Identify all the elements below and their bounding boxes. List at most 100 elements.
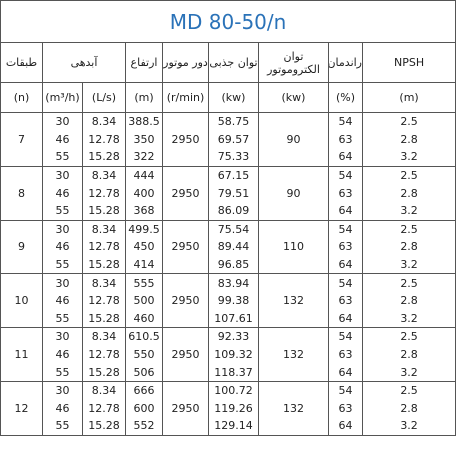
power: 69.57 <box>208 130 259 149</box>
npsh: 3.2 <box>361 363 456 382</box>
data-row: 55 15.28 414 96.85 64 3.2 <box>1 255 456 275</box>
power: 58.75 <box>208 111 259 131</box>
rpm-cell: 2950 <box>162 112 209 167</box>
npsh: 3.2 <box>361 255 456 275</box>
head: 322 <box>125 148 163 167</box>
rpm-cell: 2950 <box>162 165 209 221</box>
column-header: ارتفاع <box>125 42 163 83</box>
column-header: طبقات <box>0 42 43 83</box>
unit-label: (m) <box>125 82 163 113</box>
data-row: 8 30 8.34 444 2950 67.15 90 54 2.5 <box>0 165 456 221</box>
unit-label: (kw) <box>208 82 259 113</box>
data-row: 46 12.78 500 99.38 63 2.8 <box>1 291 456 310</box>
column-header: راندمان <box>328 42 363 83</box>
efficiency: 54 <box>328 380 363 400</box>
efficiency: 64 <box>328 255 363 275</box>
npsh: 2.5 <box>361 380 456 400</box>
power: 75.54 <box>208 219 259 239</box>
flow-m3h: 46 <box>42 345 83 364</box>
flow-m3h: 30 <box>42 327 83 346</box>
head: 400 <box>125 184 163 202</box>
power: 75.33 <box>208 148 259 167</box>
motor-cell: 90 <box>258 165 329 221</box>
power: 99.38 <box>208 291 259 310</box>
flow-ls: 15.28 <box>82 363 126 382</box>
head: 499.5 <box>125 219 163 239</box>
head: 450 <box>125 238 163 256</box>
unit-label: (L/s) <box>82 82 126 113</box>
head: 610.5 <box>125 327 163 346</box>
efficiency: 64 <box>328 309 363 329</box>
data-row: 46 12.78 550 109.32 63 2.8 <box>1 345 456 364</box>
power: 79.51 <box>208 184 259 202</box>
stage-cell: 7 <box>0 112 43 167</box>
power: 92.33 <box>208 327 259 346</box>
flow-m3h: 55 <box>42 363 83 382</box>
data-row: 46 12.78 450 89.44 63 2.8 <box>1 238 456 256</box>
efficiency: 64 <box>328 201 363 221</box>
flow-m3h: 55 <box>42 148 83 167</box>
motor-cell: 110 <box>258 219 329 275</box>
unit-label: (%) <box>328 82 363 113</box>
unit-label: (m) <box>361 82 456 113</box>
npsh: 2.8 <box>361 291 456 310</box>
stage-cell: 12 <box>0 380 43 436</box>
efficiency: 64 <box>328 417 363 436</box>
data-row: 55 15.28 506 118.37 64 3.2 <box>1 363 456 382</box>
column-header: توان جذبی <box>208 42 259 83</box>
flow-ls: 8.34 <box>82 273 126 292</box>
flow-ls: 8.34 <box>82 111 126 131</box>
rpm-cell: 2950 <box>162 219 209 275</box>
rpm-cell: 2950 <box>162 380 209 436</box>
power: 129.14 <box>208 417 259 436</box>
flow-m3h: 46 <box>42 184 83 202</box>
rpm-cell: 2950 <box>162 327 209 382</box>
flow-m3h: 46 <box>42 399 83 418</box>
npsh: 2.5 <box>361 111 456 131</box>
flow-m3h: 55 <box>42 309 83 329</box>
efficiency: 63 <box>328 399 363 418</box>
npsh: 3.2 <box>361 148 456 167</box>
motor-cell: 90 <box>258 112 329 167</box>
data-row: 55 15.28 460 107.61 64 3.2 <box>1 309 456 329</box>
data-row: 55 15.28 368 86.09 64 3.2 <box>1 201 456 221</box>
flow-ls: 12.78 <box>82 184 126 202</box>
header-row: طبقات آبدهی ارتفاع دور موتور توان جذبی توان ا… <box>0 42 456 83</box>
flow-m3h: 55 <box>42 255 83 275</box>
flow-m3h: 55 <box>42 201 83 221</box>
flow-m3h: 55 <box>42 417 83 436</box>
flow-ls: 12.78 <box>82 399 126 418</box>
head: 552 <box>125 417 163 436</box>
column-header: توان الکتروموتور <box>258 42 329 83</box>
npsh: 3.2 <box>361 417 456 436</box>
head: 350 <box>125 130 163 149</box>
efficiency: 64 <box>328 148 363 167</box>
flow-ls: 12.78 <box>82 291 126 310</box>
data-row: 46 12.78 350 69.57 63 2.8 <box>1 130 456 149</box>
power: 118.37 <box>208 363 259 382</box>
npsh: 2.8 <box>361 184 456 202</box>
head: 388.5 <box>125 111 163 131</box>
motor-cell: 132 <box>258 327 329 382</box>
head: 666 <box>125 380 163 400</box>
power: 67.15 <box>208 165 259 185</box>
npsh: 2.8 <box>361 238 456 256</box>
efficiency: 54 <box>328 327 363 346</box>
table-body: MD 80-50/n طبقات آبدهی ارتفاع دور موتور توان… <box>0 0 456 436</box>
head: 500 <box>125 291 163 310</box>
power: 96.85 <box>208 255 259 275</box>
column-header: NPSH <box>361 42 456 83</box>
motor-cell: 132 <box>258 380 329 436</box>
flow-ls: 8.34 <box>82 327 126 346</box>
flow-m3h: 30 <box>42 380 83 400</box>
data-row: 7 30 8.34 388.5 2950 58.75 90 54 2.5 <box>0 111 456 167</box>
flow-ls: 15.28 <box>82 201 126 221</box>
npsh: 2.8 <box>361 130 456 149</box>
flow-m3h: 46 <box>42 238 83 256</box>
npsh: 2.5 <box>361 273 456 292</box>
power: 109.32 <box>208 345 259 364</box>
flow-ls: 15.28 <box>82 148 126 167</box>
efficiency: 64 <box>328 363 363 382</box>
spec-table: MD 80-50/n طبقات آبدهی ارتفاع دور موتور توان… <box>0 0 456 436</box>
